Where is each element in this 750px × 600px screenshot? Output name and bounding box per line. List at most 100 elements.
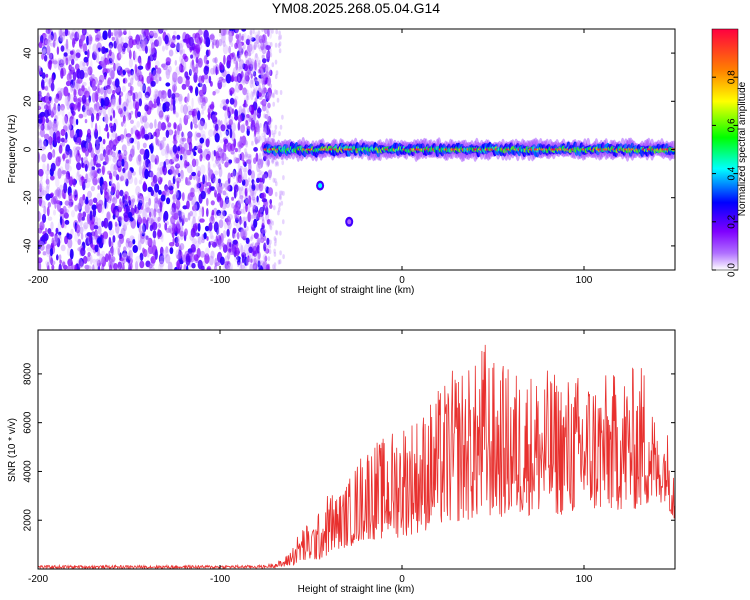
spectrogram-noise-cell: [127, 92, 132, 103]
spectrogram-noise-cell: [87, 177, 91, 183]
spectrogram-noise-cell: [145, 201, 150, 213]
spectrogram-noise-cell: [52, 120, 58, 129]
spectrogram-noise-cell: [257, 62, 261, 68]
spectrogram-noise-cell: [143, 153, 147, 161]
spectrogram-noise-cell: [263, 263, 266, 269]
spectrogram-noise-cell: [223, 54, 226, 65]
spectrogram-noise-cell: [102, 237, 107, 245]
spectrogram-noise-cell: [104, 190, 108, 196]
spectrogram-noise-cell: [226, 216, 230, 223]
spectrogram-noise-cell: [47, 151, 53, 161]
spectrogram-noise-cell: [177, 146, 181, 152]
spectrogram-noise-cell: [152, 230, 157, 239]
spectrogram-noise-cell: [92, 197, 98, 204]
spectrogram-noise-cell: [58, 59, 65, 68]
spectrogram-noise-cell: [221, 242, 225, 248]
spectrogram-noise-cell: [229, 36, 233, 41]
spectrogram-noise-cell: [53, 103, 57, 114]
spectrogram-noise-cell: [253, 245, 257, 251]
spectrogram-noise-cell: [113, 98, 116, 107]
spectrogram-noise-cell: [251, 196, 256, 201]
spectrogram-noise-cell: [139, 252, 144, 261]
spectrogram-noise-cell: [62, 115, 68, 127]
spectrogram-noise-cell: [156, 67, 162, 75]
spectrogram-noise-cell: [187, 131, 193, 139]
spectrogram-noise-cell: [48, 96, 52, 102]
spectrogram-noise-cell: [258, 59, 261, 65]
spectrogram-noise-cell: [246, 128, 250, 136]
colorbar-label: Normalized spectral amplitude: [737, 81, 748, 216]
spectrogram-noise-cell: [253, 246, 256, 252]
spectrogram-noise-cell: [271, 159, 275, 165]
spectrogram-noise-cell: [190, 252, 195, 263]
spectrogram-noise-cell: [58, 263, 62, 270]
spectrogram-noise-cell: [229, 29, 234, 32]
spectrogram-noise-cell: [130, 119, 134, 125]
spectrogram-noise-cell: [38, 104, 41, 110]
spectrogram-noise-cell: [112, 96, 116, 106]
spectrogram-noise-cell: [60, 137, 65, 143]
spectrogram-noise-cell: [241, 73, 245, 79]
spectrogram-noise-cell: [169, 247, 174, 255]
spectrogram-noise-cell: [161, 93, 164, 102]
spectrogram-noise-cell: [209, 186, 216, 191]
spectrogram-x-tick-label: -100: [210, 275, 230, 286]
spectrogram-noise-cell: [149, 152, 153, 162]
spectrogram-noise-cell: [74, 148, 79, 159]
spectrogram-noise-cell: [99, 87, 104, 95]
spectrogram-noise-cell: [180, 169, 184, 179]
spectrogram-noise-cell: [100, 98, 104, 108]
spectrogram-noise-cell: [218, 163, 222, 170]
spectrogram-noise-cell: [180, 224, 184, 233]
spectrogram-noise-cell: [200, 190, 206, 200]
spectrogram-noise-cell: [263, 235, 267, 242]
spectrogram-noise-cell: [252, 258, 256, 264]
spectrogram-noise-cell: [112, 144, 117, 152]
spectrogram-noise-cell: [60, 103, 65, 111]
spectrogram-noise-cell: [202, 74, 209, 80]
spectrogram-noise-cell: [249, 38, 253, 49]
spectrogram-noise-cell: [155, 90, 160, 96]
spectrogram-noise-cell: [278, 131, 281, 137]
spectrogram-noise-cell: [269, 52, 273, 58]
spectrogram-noise-cell: [69, 127, 75, 139]
spectrogram-noise-cell: [74, 264, 78, 270]
spectrogram-noise-cell: [245, 202, 248, 213]
spectrogram-noise-cell: [149, 122, 154, 129]
spectrogram-noise-cell: [153, 32, 158, 39]
spectrogram-noise-cell: [193, 116, 197, 123]
spectrogram-noise-cell: [237, 153, 241, 159]
spectrogram-noise-cell: [215, 39, 220, 49]
spectrogram-noise-cell: [57, 188, 62, 199]
spectrogram-noise-cell: [227, 221, 231, 231]
spectrogram-noise-cell: [238, 48, 244, 56]
spectrogram-noise-cell: [267, 263, 271, 270]
spectrogram-noise-cell: [272, 101, 276, 107]
spectrogram-noise-cell: [56, 254, 59, 261]
spectrogram-noise-cell: [200, 130, 206, 137]
spectrogram-noise-cell: [263, 260, 266, 266]
snr-x-tick-label: 0: [399, 574, 405, 585]
spectrogram-noise-cell: [223, 183, 228, 187]
spectrogram-noise-cell: [140, 233, 145, 245]
spectrogram-noise-cell: [43, 205, 47, 215]
spectrogram-noise-cell: [261, 75, 264, 86]
spectrogram-noise-cell: [176, 42, 182, 51]
spectrogram-noise-cell: [214, 257, 218, 268]
spectrogram-noise-cell: [214, 158, 220, 164]
spectrogram-noise-cell: [103, 113, 108, 122]
spectrogram-noise-cell: [275, 230, 279, 236]
spectrogram-noise-cell: [168, 129, 174, 136]
spectrogram-noise-cell: [121, 253, 128, 259]
spectrogram-noise-cell: [264, 40, 268, 46]
spectrogram-noise-cell: [129, 262, 133, 270]
spectrogram-noise-cell: [181, 131, 184, 138]
spectrogram-noise-cell: [235, 157, 240, 164]
spectrogram-noise-cell: [76, 162, 82, 171]
spectrogram-noise-cell: [225, 73, 232, 84]
spectrogram-noise-cell: [110, 132, 116, 141]
spectrogram-noise-cell: [80, 157, 84, 162]
spectrogram-noise-cell: [171, 93, 176, 100]
spectrogram-noise-cell: [38, 119, 43, 123]
